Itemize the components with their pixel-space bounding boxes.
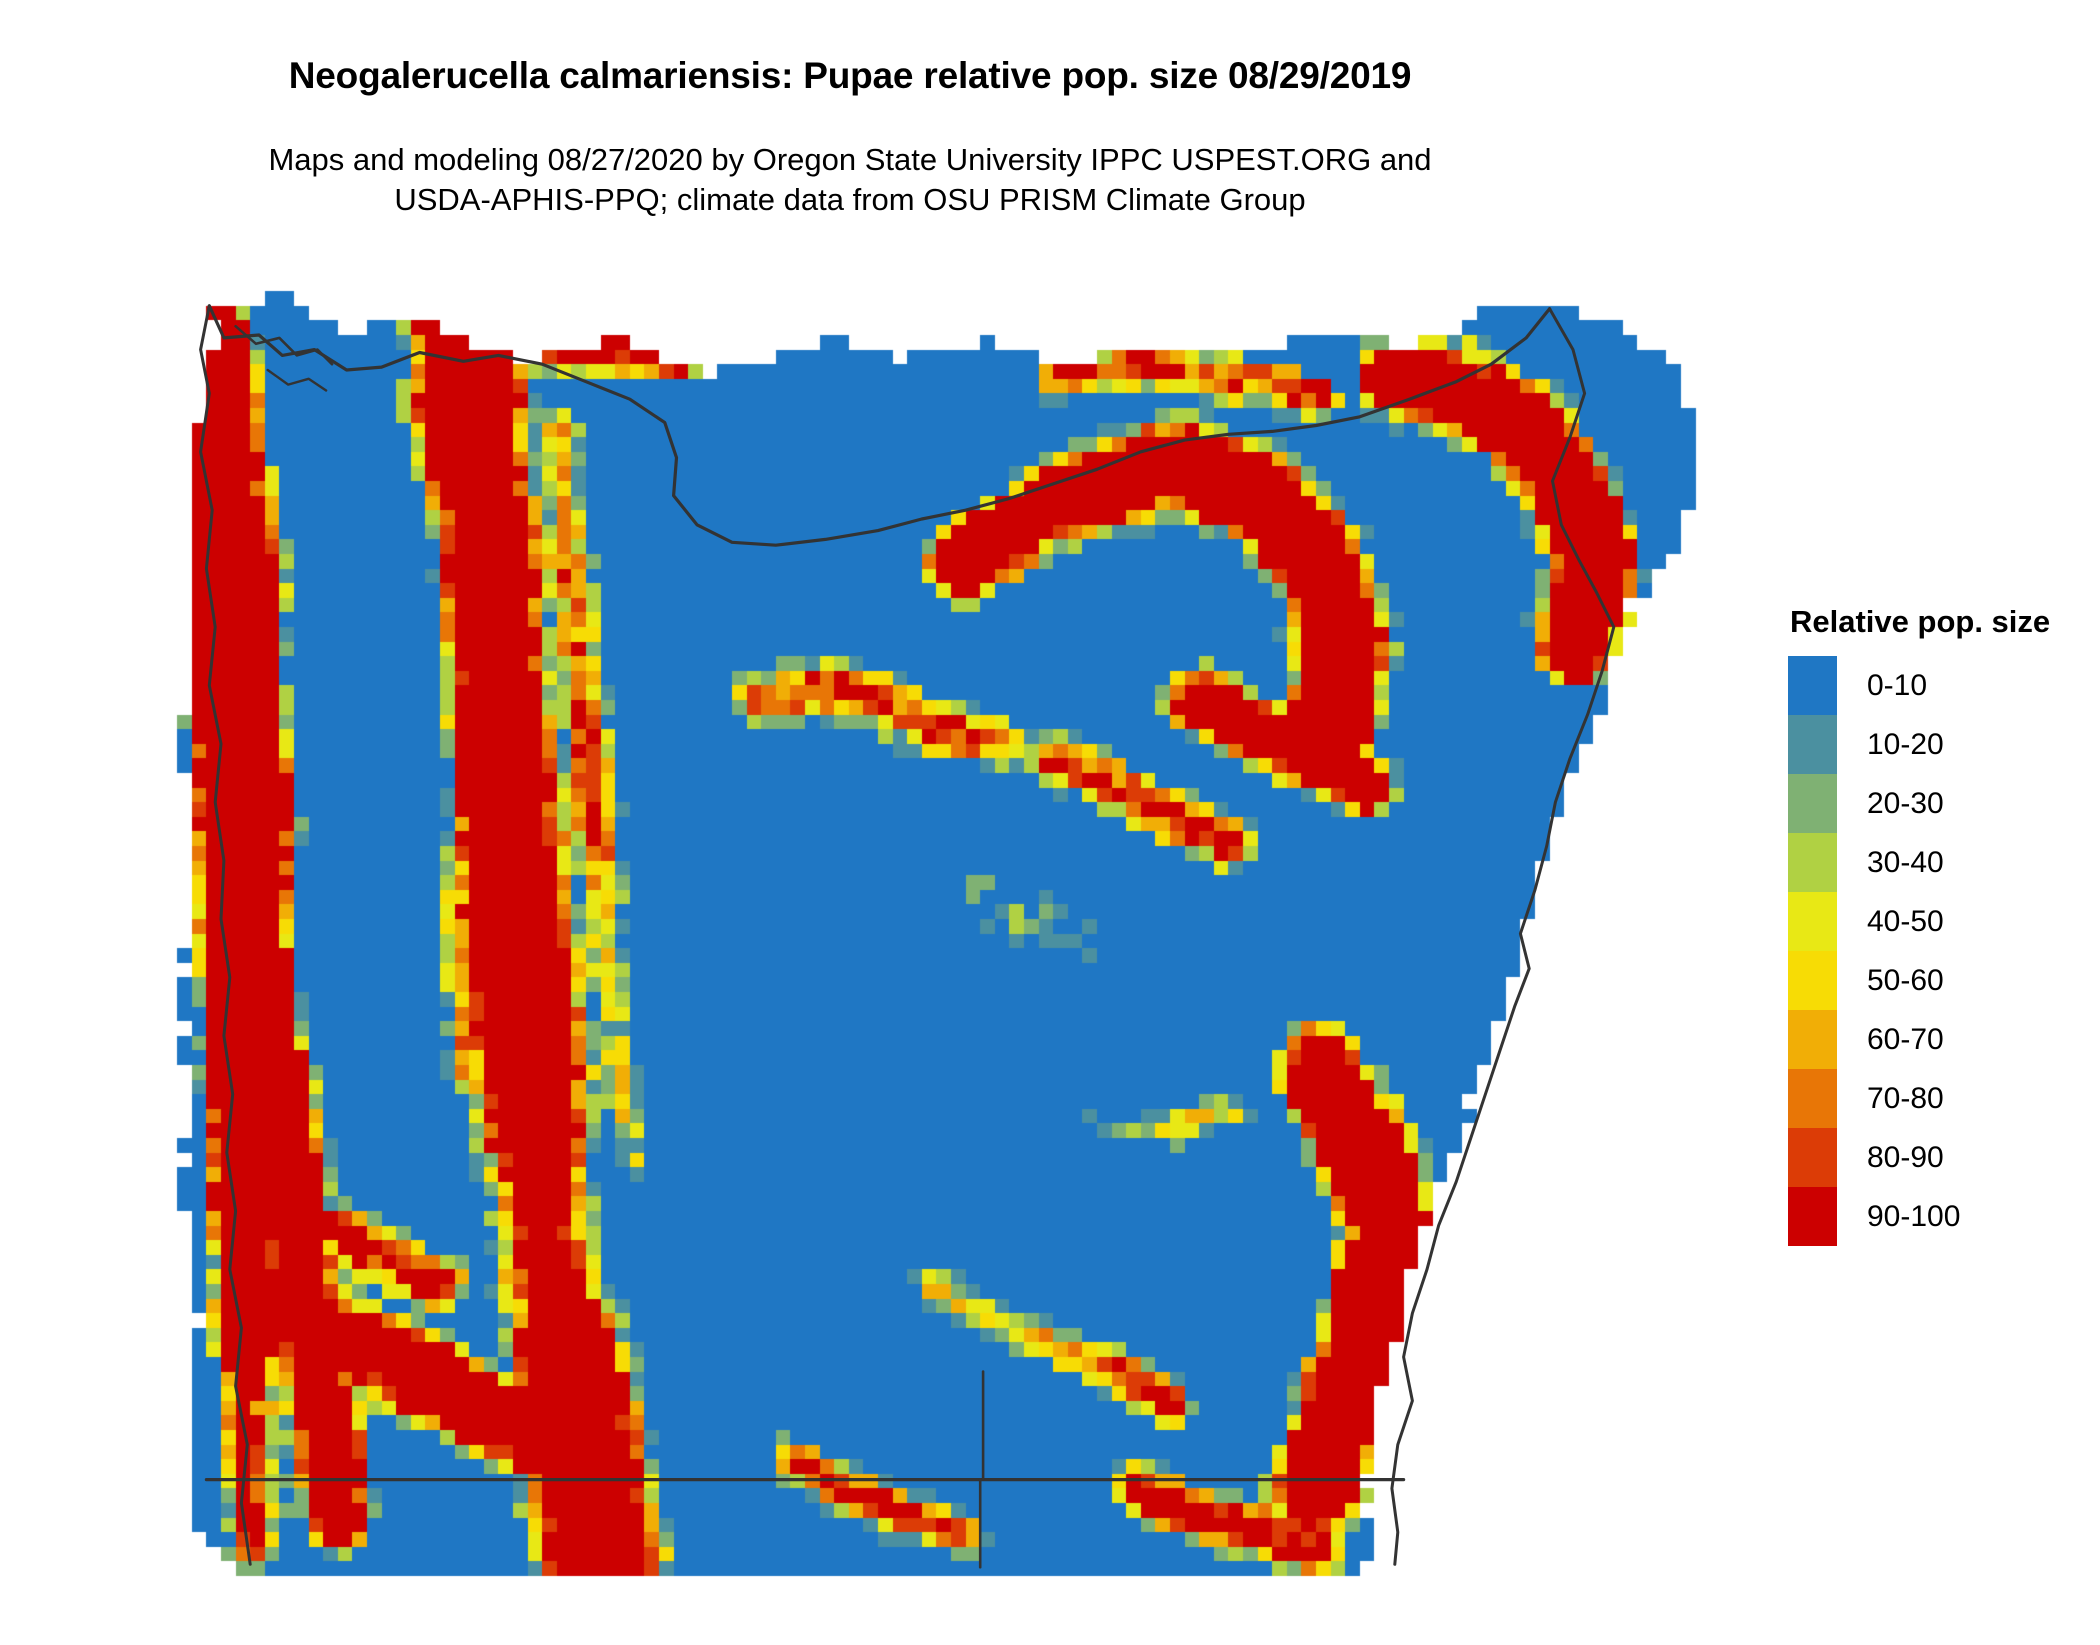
raster-map (148, 262, 1728, 1584)
legend-label: 90-100 (1867, 1199, 1961, 1233)
legend-row: 20-30 (1788, 774, 2050, 833)
legend-row: 60-70 (1788, 1010, 2050, 1069)
legend-row: 0-10 (1788, 656, 2050, 715)
legend-label: 60-70 (1867, 1022, 1944, 1056)
legend-label: 50-60 (1867, 963, 1944, 997)
legend-label: 70-80 (1867, 1081, 1944, 1115)
legend-row: 30-40 (1788, 833, 2050, 892)
legend-swatch (1788, 1069, 1837, 1128)
legend-row: 70-80 (1788, 1069, 2050, 1128)
subtitle-block: Maps and modeling 08/27/2020 by Oregon S… (0, 140, 1700, 219)
legend-title: Relative pop. size (1790, 604, 2051, 639)
legend-swatch (1788, 892, 1837, 951)
legend: Relative pop. size 0-10 10-20 20-30 30-40 40… (1788, 604, 2050, 1246)
subtitle-line-1: Maps and modeling 08/27/2020 by Oregon S… (268, 142, 1432, 177)
legend-row: 80-90 (1788, 1128, 2050, 1187)
legend-rows: 0-10 10-20 20-30 30-40 40-50 50-60 60-70 70-80 8… (1788, 656, 2050, 1246)
legend-swatch (1788, 715, 1837, 774)
legend-swatch (1788, 1187, 1837, 1246)
population-raster-layer (148, 262, 1728, 1584)
legend-swatch (1788, 951, 1837, 1010)
legend-swatch (1788, 1128, 1837, 1187)
legend-label: 0-10 (1867, 668, 1928, 702)
legend-swatch (1788, 656, 1837, 715)
legend-row: 10-20 (1788, 715, 2050, 774)
page-title: Neogalerucella calmariensis: Pupae relat… (288, 55, 1412, 96)
title-block: Neogalerucella calmariensis: Pupae relat… (0, 55, 1700, 97)
legend-label: 40-50 (1867, 904, 1944, 938)
legend-swatch (1788, 833, 1837, 892)
legend-label: 80-90 (1867, 1140, 1944, 1174)
subtitle-line-2: USDA-APHIS-PPQ; climate data from OSU PR… (394, 181, 1306, 217)
legend-label: 30-40 (1867, 845, 1944, 879)
legend-row: 40-50 (1788, 892, 2050, 951)
legend-row: 90-100 (1788, 1187, 2050, 1246)
legend-swatch (1788, 1010, 1837, 1069)
legend-swatch (1788, 774, 1837, 833)
legend-row: 50-60 (1788, 951, 2050, 1010)
legend-label: 10-20 (1867, 727, 1944, 761)
legend-label: 20-30 (1867, 786, 1944, 820)
